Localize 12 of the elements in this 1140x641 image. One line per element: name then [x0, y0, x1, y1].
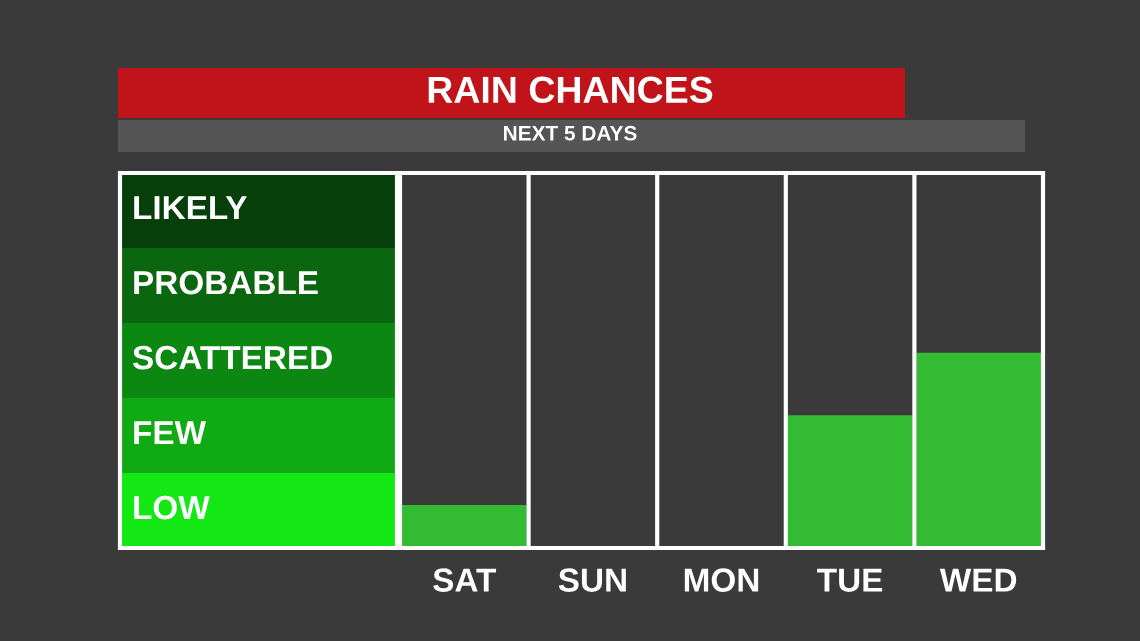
x-tick-label: MON	[684, 568, 759, 592]
text: LIKELY	[134, 196, 247, 220]
x-tick-label: WED	[939, 568, 1017, 592]
text: PROBABLE	[134, 270, 318, 295]
x-tick-label: SAT	[433, 568, 497, 592]
text: FEW	[134, 421, 207, 445]
chart-title: RAIN CHANCES	[428, 76, 713, 104]
text: SCATTERED	[132, 345, 332, 370]
x-tick-label: TUE	[817, 568, 883, 592]
x-tick-label: SUN	[558, 568, 626, 592]
chart-subtitle: NEXT 5 DAYS	[504, 125, 637, 141]
text: LOW	[134, 495, 210, 520]
